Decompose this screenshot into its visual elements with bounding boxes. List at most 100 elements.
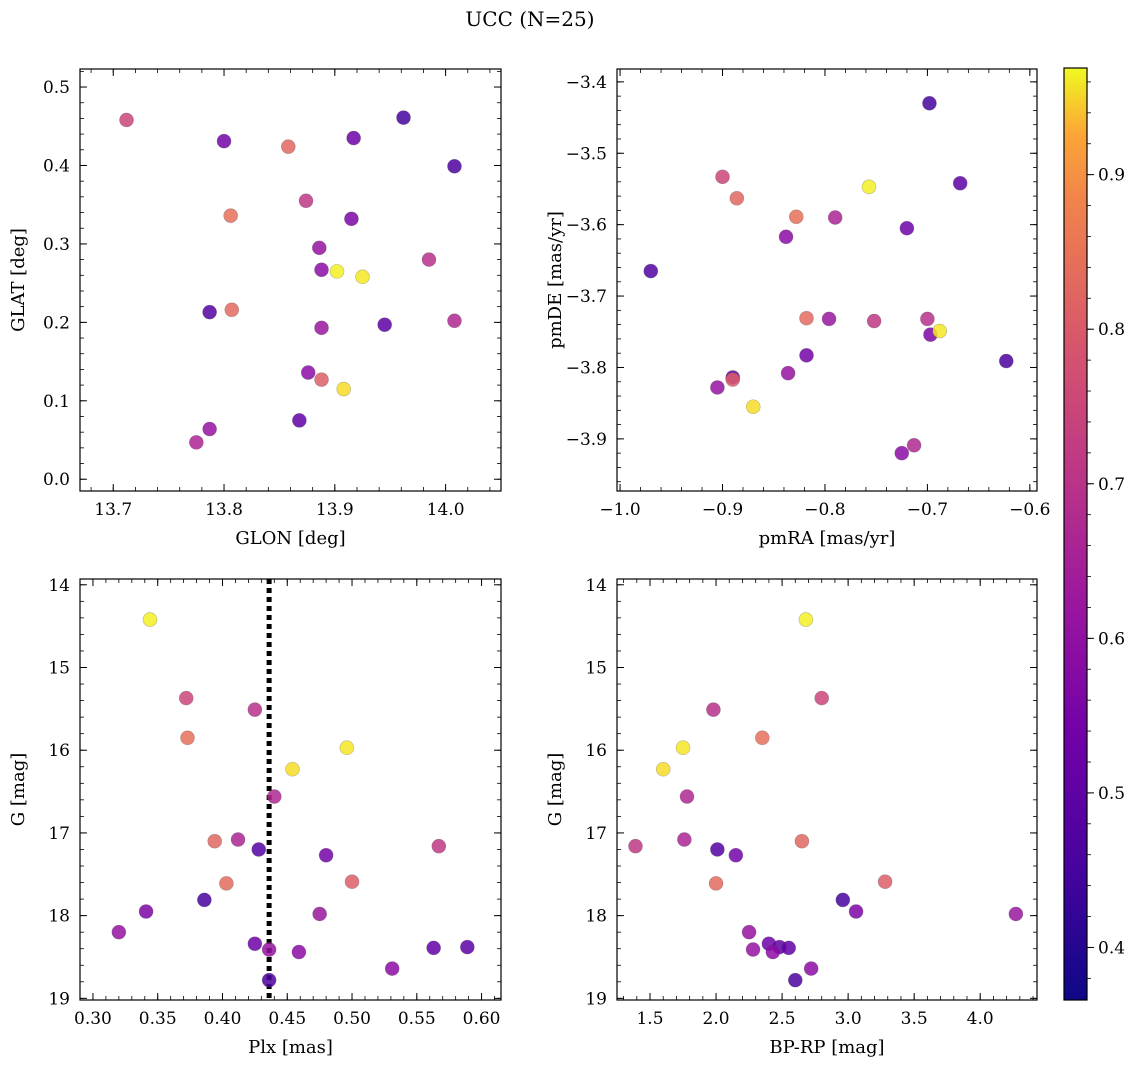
data-point (261, 972, 277, 988)
data-point (715, 169, 730, 185)
data-point (219, 876, 234, 891)
data-point (223, 208, 238, 223)
y-axis-label: pmDE [mas/yr] (545, 211, 566, 349)
x-tick-label: −0.8 (804, 500, 845, 520)
colorbar-tick-label: 0.9 (1098, 166, 1125, 186)
data-point (202, 421, 217, 437)
data-point (189, 435, 204, 450)
data-point (292, 413, 307, 428)
x-tick-label: 4.0 (967, 1009, 994, 1029)
minor-ticks (617, 579, 1037, 1000)
data-point (431, 838, 447, 854)
colorbar-tick-label: 0.6 (1098, 629, 1125, 649)
data-point (138, 904, 154, 919)
data-point (922, 95, 937, 111)
data-point (384, 961, 400, 976)
colorbar-tick-label: 0.5 (1098, 784, 1125, 804)
data-point (291, 944, 307, 960)
data-point (119, 112, 134, 128)
y-tick-label: 14 (585, 576, 607, 596)
data-point (827, 210, 843, 225)
data-point (216, 133, 232, 149)
x-tick-label: 2.5 (769, 1009, 796, 1029)
plot-frame (79, 578, 502, 1001)
y-tick-label: 18 (48, 907, 70, 927)
x-axis-label: Plx [mas] (248, 1037, 333, 1058)
y-tick-label: 19 (585, 989, 607, 1009)
data-point (280, 139, 296, 154)
y-axis-label: G [mag] (8, 753, 29, 826)
y-tick-label: 0.3 (43, 235, 70, 255)
y-tick-label: −3.7 (566, 287, 607, 307)
data-point (247, 702, 263, 717)
data-point (781, 940, 796, 956)
data-point (754, 730, 770, 746)
data-point (725, 372, 741, 387)
minor-ticks (617, 69, 1037, 491)
x-tick-label: 0.35 (139, 1009, 177, 1029)
y-tick-label: 0.0 (43, 470, 70, 490)
x-tick-label: −0.7 (907, 500, 948, 520)
data-point (788, 972, 803, 988)
data-point (899, 220, 915, 236)
y-tick-label: −3.8 (566, 358, 607, 378)
x-axis-label: pmRA [mas/yr] (759, 528, 896, 549)
colorbar-gradient (1063, 67, 1088, 1001)
data-point (426, 940, 441, 956)
y-tick-label: 0.4 (43, 156, 70, 176)
data-point (655, 761, 671, 777)
data-point (1008, 906, 1024, 922)
data-point (312, 906, 327, 922)
data-point (344, 874, 360, 890)
x-axis-label: BP-RP [mag] (769, 1037, 884, 1058)
y-tick-label: 18 (585, 907, 607, 927)
data-point (952, 175, 968, 191)
x-tick-label: −1.0 (599, 500, 640, 520)
x-tick-label: 0.40 (204, 1009, 242, 1029)
minor-ticks (80, 69, 501, 491)
data-point (447, 158, 462, 174)
data-point (377, 317, 392, 333)
x-tick-label: −0.6 (1009, 500, 1050, 520)
data-point (421, 252, 437, 267)
data-point (998, 353, 1014, 369)
data-point (788, 209, 804, 225)
data-point (765, 944, 781, 960)
data-point (180, 730, 195, 746)
x-tick-label: 3.5 (901, 1009, 928, 1029)
data-point (224, 302, 240, 318)
y-tick-label: 16 (48, 741, 70, 761)
data-point (336, 381, 351, 397)
panel-pm: −1.0 −0.9 −0.8 −0.7 −0.6 −3.9 −3.8 −3.7 −3.6 −3.5… (545, 68, 1050, 549)
x-tick-label: 0.55 (398, 1009, 436, 1029)
data-point (728, 847, 744, 863)
x-tick-label: 13.8 (205, 500, 243, 520)
data-point (298, 193, 314, 209)
data-point (821, 311, 837, 327)
data-point (706, 702, 721, 717)
data-point (729, 190, 745, 206)
y-tick-label: −3.4 (566, 73, 607, 93)
plot-frame (616, 578, 1038, 1001)
panel-cmd: 1.5 2.0 2.5 3.0 3.5 4.0 14 15 16 17 18 19 BP-RP [mag… (545, 576, 1038, 1058)
data-point (677, 832, 692, 847)
x-tick-label: 0.50 (333, 1009, 371, 1029)
points (111, 612, 475, 988)
data-point (267, 789, 282, 804)
data-point (111, 924, 127, 940)
data-point (261, 942, 277, 957)
x-tick-label: 14.0 (427, 500, 465, 520)
data-point (745, 399, 761, 415)
x-tick-label: 0.60 (463, 1009, 501, 1029)
data-point (396, 110, 411, 125)
data-point (920, 311, 935, 327)
data-point (780, 365, 796, 381)
x-tick-label: 13.9 (316, 500, 354, 520)
data-point (314, 262, 329, 278)
y-tick-label: 19 (48, 989, 70, 1009)
panel-plx-g: 0.30 0.35 0.40 0.45 0.50 0.55 0.60 14 15 16 17 18 19… (8, 576, 502, 1058)
data-point (799, 310, 814, 326)
y-tick-label: −3.9 (566, 430, 607, 450)
data-point (207, 833, 223, 849)
y-tick-label: 15 (48, 659, 70, 679)
